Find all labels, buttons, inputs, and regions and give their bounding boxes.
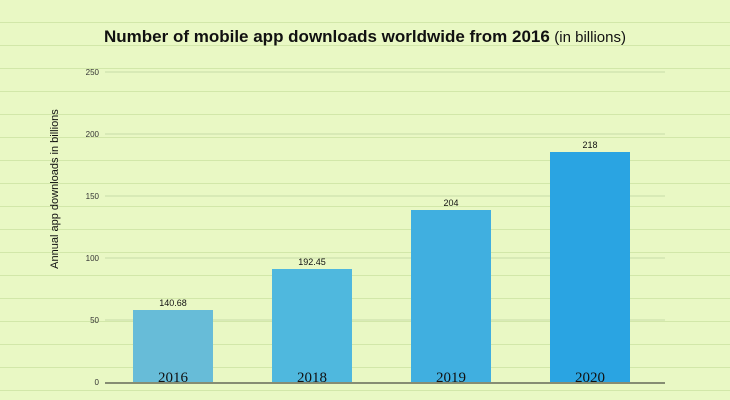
bar	[272, 269, 352, 382]
chart-title-main: Number of mobile app downloads worldwide…	[104, 27, 550, 46]
y-tick-label: 250	[86, 68, 100, 77]
data-label: 204	[443, 198, 458, 208]
x-tick-label: 2019	[436, 370, 466, 386]
data-label: 192.45	[298, 257, 326, 267]
data-label: 140.68	[159, 298, 187, 308]
bar	[411, 210, 491, 382]
y-tick-label: 0	[95, 378, 100, 387]
y-tick-label: 200	[86, 130, 100, 139]
x-tick-label: 2016	[158, 370, 189, 386]
y-tick-label: 100	[86, 254, 100, 263]
chart-title: Number of mobile app downloads worldwide…	[0, 27, 730, 47]
x-tick-label: 2020	[575, 370, 605, 386]
chart-title-subtitle: (in billions)	[554, 29, 626, 46]
y-tick-label: 50	[90, 316, 99, 325]
data-label: 218	[582, 140, 597, 150]
bar	[133, 310, 213, 382]
bar	[550, 152, 630, 382]
x-tick-label: 2018	[297, 370, 327, 386]
y-tick-label: 150	[86, 192, 100, 201]
